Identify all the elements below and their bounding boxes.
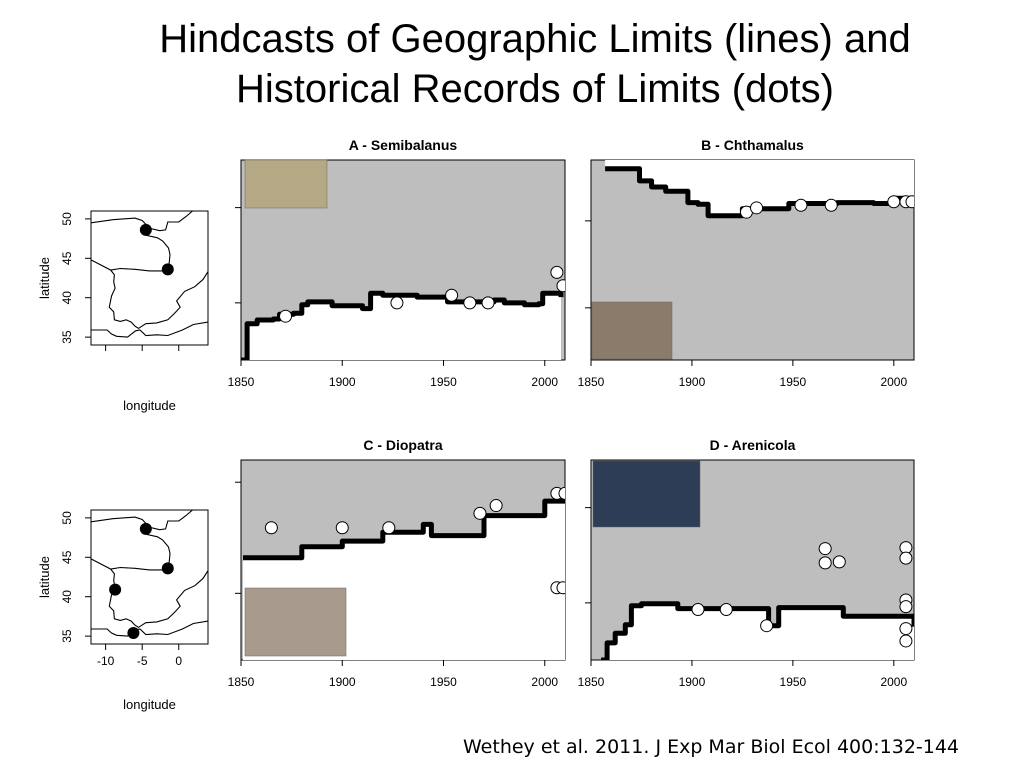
x-tick-label: 1950 — [780, 675, 807, 689]
record-location-dot — [109, 583, 122, 596]
historical-record-dot — [899, 551, 913, 565]
slide-title-line1: Hindcasts of Geographic Limits (lines) a… — [159, 17, 911, 61]
historical-record-dot — [445, 288, 459, 302]
y-tick-label: 45 — [60, 251, 74, 265]
y-tick-label: 40 — [60, 590, 74, 604]
x-tick-label: -5 — [137, 654, 148, 668]
historical-record-dot — [832, 555, 846, 569]
historical-record-dot — [556, 279, 565, 293]
historical-record-dot — [390, 296, 404, 310]
citation-text: Wethey et al. 2011. J Exp Mar Biol Ecol … — [463, 736, 960, 758]
coastline-segment — [91, 620, 208, 637]
y-tick-label: 50 — [60, 212, 74, 226]
x-tick-label: 1900 — [329, 375, 356, 389]
historical-record-dot — [750, 201, 764, 215]
x-tick-label: 1950 — [430, 675, 457, 689]
historical-record-dot — [481, 296, 495, 310]
y-axis-label: latitude — [37, 257, 52, 299]
historical-record-dot — [905, 195, 914, 209]
x-tick-label: 1900 — [329, 675, 356, 689]
y-tick-label: 45 — [60, 550, 74, 564]
historical-record-dot — [556, 581, 565, 595]
historical-record-dot — [558, 486, 565, 500]
panel-title: D - Arenicola — [710, 437, 796, 453]
x-tick-label: 1850 — [578, 675, 605, 689]
range-area — [241, 293, 561, 360]
coastline-segment — [91, 259, 208, 330]
historical-record-dot — [887, 195, 901, 209]
historical-record-dot — [473, 506, 487, 520]
panel-title: B - Chthamalus — [701, 137, 804, 153]
x-tick-label: 2000 — [531, 675, 558, 689]
panel-plot-area — [241, 265, 565, 360]
range-area — [601, 603, 914, 660]
x-axis-label: longitude — [123, 398, 176, 413]
x-tick-label: 1950 — [780, 375, 807, 389]
limit-line — [241, 290, 564, 360]
historical-record-dot — [550, 265, 564, 279]
y-tick-label: 35 — [60, 629, 74, 643]
historical-record-dot — [279, 309, 293, 323]
x-tick-label: 1850 — [578, 375, 605, 389]
historical-record-dot — [824, 198, 838, 212]
historical-record-dot — [691, 603, 705, 617]
y-tick-label: 40 — [60, 291, 74, 305]
x-axis-label: longitude — [123, 697, 176, 712]
historical-record-dot — [264, 521, 278, 535]
species-photo — [244, 587, 347, 657]
historical-record-dot — [489, 499, 503, 513]
coastline-segment — [91, 510, 194, 531]
record-location-dot — [139, 522, 152, 535]
x-tick-label: 1850 — [228, 375, 255, 389]
species-photo — [591, 301, 673, 360]
y-tick-label: 50 — [60, 511, 74, 525]
historical-record-dot — [794, 198, 808, 212]
coastline-segment — [110, 528, 171, 571]
limit-line — [605, 166, 914, 219]
historical-record-dot — [335, 521, 349, 535]
coastline-segment — [110, 229, 171, 272]
limit-line — [243, 494, 565, 561]
historical-record-dot — [899, 634, 913, 648]
x-tick-label: 1900 — [679, 675, 706, 689]
panel-title: C - Diopatra — [363, 437, 443, 453]
historical-record-dot — [760, 619, 774, 633]
x-tick-label: 0 — [175, 654, 182, 668]
x-tick-label: -10 — [97, 654, 115, 668]
limit-line — [601, 601, 914, 660]
x-tick-label: 1950 — [430, 375, 457, 389]
historical-record-dot — [463, 296, 477, 310]
y-tick-label: 35 — [60, 330, 74, 344]
species-photo — [244, 159, 328, 209]
panel-plot-area — [605, 160, 914, 219]
x-tick-label: 1850 — [228, 675, 255, 689]
panel-plot-area — [601, 541, 914, 660]
slide-title: Hindcasts of Geographic Limits (lines) a… — [40, 14, 1024, 114]
historical-record-dot — [899, 600, 913, 614]
x-tick-label: 1900 — [679, 375, 706, 389]
historical-record-dot — [899, 622, 913, 636]
historical-record-dot — [818, 556, 832, 570]
historical-record-dot — [818, 542, 832, 556]
x-tick-label: 2000 — [531, 375, 558, 389]
x-tick-label: 2000 — [880, 675, 907, 689]
panel-title: A - Semibalanus — [349, 137, 458, 153]
coastline-segment — [91, 211, 194, 232]
coastline-group — [91, 211, 208, 338]
x-tick-label: 2000 — [880, 375, 907, 389]
historical-record-dot — [382, 521, 396, 535]
y-axis-label: latitude — [37, 556, 52, 598]
record-location-dot — [161, 562, 174, 575]
species-photo — [592, 460, 701, 528]
record-location-dot — [127, 626, 140, 639]
historical-record-dot — [719, 603, 733, 617]
coastline-segment — [91, 321, 208, 338]
record-location-dot — [139, 223, 152, 236]
slide-title-line2: Historical Records of Limits (dots) — [236, 67, 834, 111]
record-location-dot — [161, 263, 174, 276]
